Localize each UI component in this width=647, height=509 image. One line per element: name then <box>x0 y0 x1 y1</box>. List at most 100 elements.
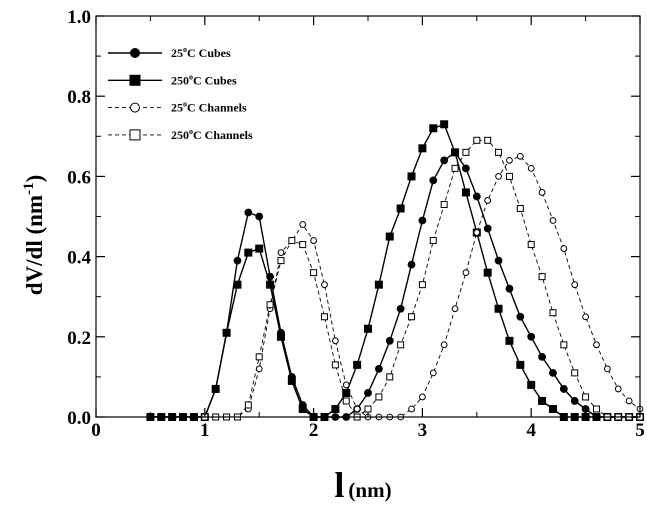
data-point <box>473 136 481 144</box>
data-point <box>233 280 242 289</box>
data-point <box>429 176 438 185</box>
data-point <box>331 361 339 369</box>
data-point <box>571 281 579 289</box>
data-point <box>287 376 296 385</box>
legend: 25oC Cubes 250oC Cubes 25oC Channels 250oC … <box>108 45 253 142</box>
data-point <box>385 336 394 345</box>
series-1 <box>146 148 644 421</box>
data-point <box>527 380 536 389</box>
y-axis-title-text: dV/dl (nm <box>22 195 47 295</box>
y-tick-label: 0.6 <box>67 167 91 188</box>
x-tick-label: 2 <box>309 420 319 441</box>
data-point <box>320 313 328 321</box>
data-point <box>516 312 525 321</box>
data-point <box>342 397 350 405</box>
y-axis-title: dV/dl (nm-1) <box>21 175 47 296</box>
x-tick-label: 5 <box>635 420 645 441</box>
x-axis-title-symbol: l <box>334 465 344 504</box>
data-point <box>538 273 546 281</box>
data-point <box>418 144 427 153</box>
data-point <box>429 369 437 377</box>
data-point <box>407 172 416 181</box>
x-tick-label: 4 <box>526 420 536 441</box>
data-point <box>495 173 502 180</box>
data-point <box>560 341 568 349</box>
data-point <box>593 341 600 349</box>
legend-label: 250oC Cubes <box>171 72 237 87</box>
data-point <box>625 397 633 405</box>
data-point <box>255 212 264 221</box>
legend-label: 25oC Channels <box>171 100 247 115</box>
data-point <box>353 405 361 413</box>
data-point <box>560 245 568 252</box>
data-point <box>506 156 513 164</box>
data-point <box>582 393 590 401</box>
series-layer <box>146 120 644 421</box>
data-point <box>310 269 318 277</box>
data-point <box>429 124 438 133</box>
data-point <box>331 337 339 345</box>
data-point <box>461 188 470 197</box>
legend-label: 25oC Cubes <box>171 45 231 60</box>
data-point <box>538 396 547 405</box>
x-axis-title-unit: (nm) <box>348 478 391 502</box>
data-point <box>549 217 557 224</box>
data-point <box>440 156 449 165</box>
data-point <box>559 385 568 393</box>
y-tick-label: 0.8 <box>67 87 91 108</box>
data-point <box>298 404 307 413</box>
legend-entry: 250oC Cubes <box>108 72 237 87</box>
data-point <box>494 256 503 265</box>
y-axis-title-close: ) <box>22 175 47 183</box>
data-point <box>331 404 340 413</box>
data-point <box>548 404 557 413</box>
data-point <box>538 189 546 196</box>
data-point <box>385 232 394 241</box>
data-point <box>549 368 557 377</box>
legend-entry: 25oC Cubes <box>108 45 231 60</box>
y-tick-label: 0.4 <box>67 248 91 269</box>
y-axis-title-exponent: -1 <box>21 182 37 195</box>
data-point <box>462 269 470 277</box>
data-point <box>342 388 351 397</box>
data-point <box>440 341 448 349</box>
data-point <box>255 244 264 253</box>
data-point <box>473 229 481 236</box>
legend-marker <box>129 74 141 86</box>
data-point <box>505 172 513 180</box>
data-point <box>484 197 492 204</box>
data-point <box>582 313 589 321</box>
data-point <box>418 281 426 289</box>
data-point <box>277 249 285 256</box>
data-point <box>374 364 383 373</box>
data-point <box>299 241 307 249</box>
data-point <box>375 393 383 401</box>
series-2 <box>146 120 644 421</box>
data-point <box>451 305 459 313</box>
legend-marker <box>130 48 140 58</box>
data-point <box>364 389 372 397</box>
data-point <box>342 381 350 389</box>
legend-marker <box>129 129 141 141</box>
data-point <box>549 309 557 317</box>
data-point <box>255 353 263 361</box>
data-point <box>310 237 318 244</box>
data-point <box>440 120 449 129</box>
data-point <box>266 280 275 289</box>
data-point <box>505 284 514 293</box>
data-point <box>516 152 524 160</box>
data-point <box>527 332 536 341</box>
data-point <box>408 405 415 413</box>
data-point <box>505 336 514 345</box>
data-point <box>451 148 460 157</box>
data-point <box>592 405 600 413</box>
data-point <box>321 281 328 289</box>
data-point <box>419 393 426 401</box>
data-point <box>364 405 372 413</box>
data-point <box>299 221 307 228</box>
x-tick-label: 3 <box>418 420 428 441</box>
data-point <box>396 304 405 313</box>
data-point <box>451 164 459 172</box>
